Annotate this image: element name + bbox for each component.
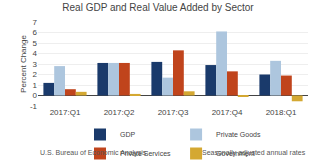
svg-text:2017:Q2: 2017:Q2 (104, 108, 135, 117)
svg-text:Seasonally adjusted annual rat: Seasonally adjusted annual rates (202, 149, 306, 157)
svg-text:7: 7 (33, 18, 38, 27)
svg-text:5: 5 (33, 39, 38, 48)
svg-text:4: 4 (33, 49, 38, 58)
svg-text:6: 6 (33, 28, 38, 37)
svg-text:1: 1 (33, 81, 38, 90)
svg-text:0: 0 (33, 91, 38, 100)
svg-text:2017:Q3: 2017:Q3 (158, 108, 189, 117)
svg-text:GDP: GDP (120, 131, 136, 138)
svg-text:2017:Q4: 2017:Q4 (212, 108, 243, 117)
svg-text:Private Goods: Private Goods (216, 131, 261, 138)
svg-text:Government: Government (216, 150, 255, 157)
svg-text:Private Services: Private Services (120, 150, 171, 157)
svg-text:2: 2 (33, 70, 38, 79)
svg-text:Real GDP and Real Value Added: Real GDP and Real Value Added by Sector (62, 2, 254, 13)
svg-text:-1: -1 (30, 102, 38, 111)
svg-text:3: 3 (33, 60, 38, 69)
svg-text:2018:Q1: 2018:Q1 (266, 108, 297, 117)
svg-text:2017:Q1: 2017:Q1 (50, 108, 81, 117)
svg-text:Percent Change: Percent Change (19, 35, 28, 93)
svg-text:U.S. Bureau of Economic Analys: U.S. Bureau of Economic Analysis (40, 149, 147, 157)
